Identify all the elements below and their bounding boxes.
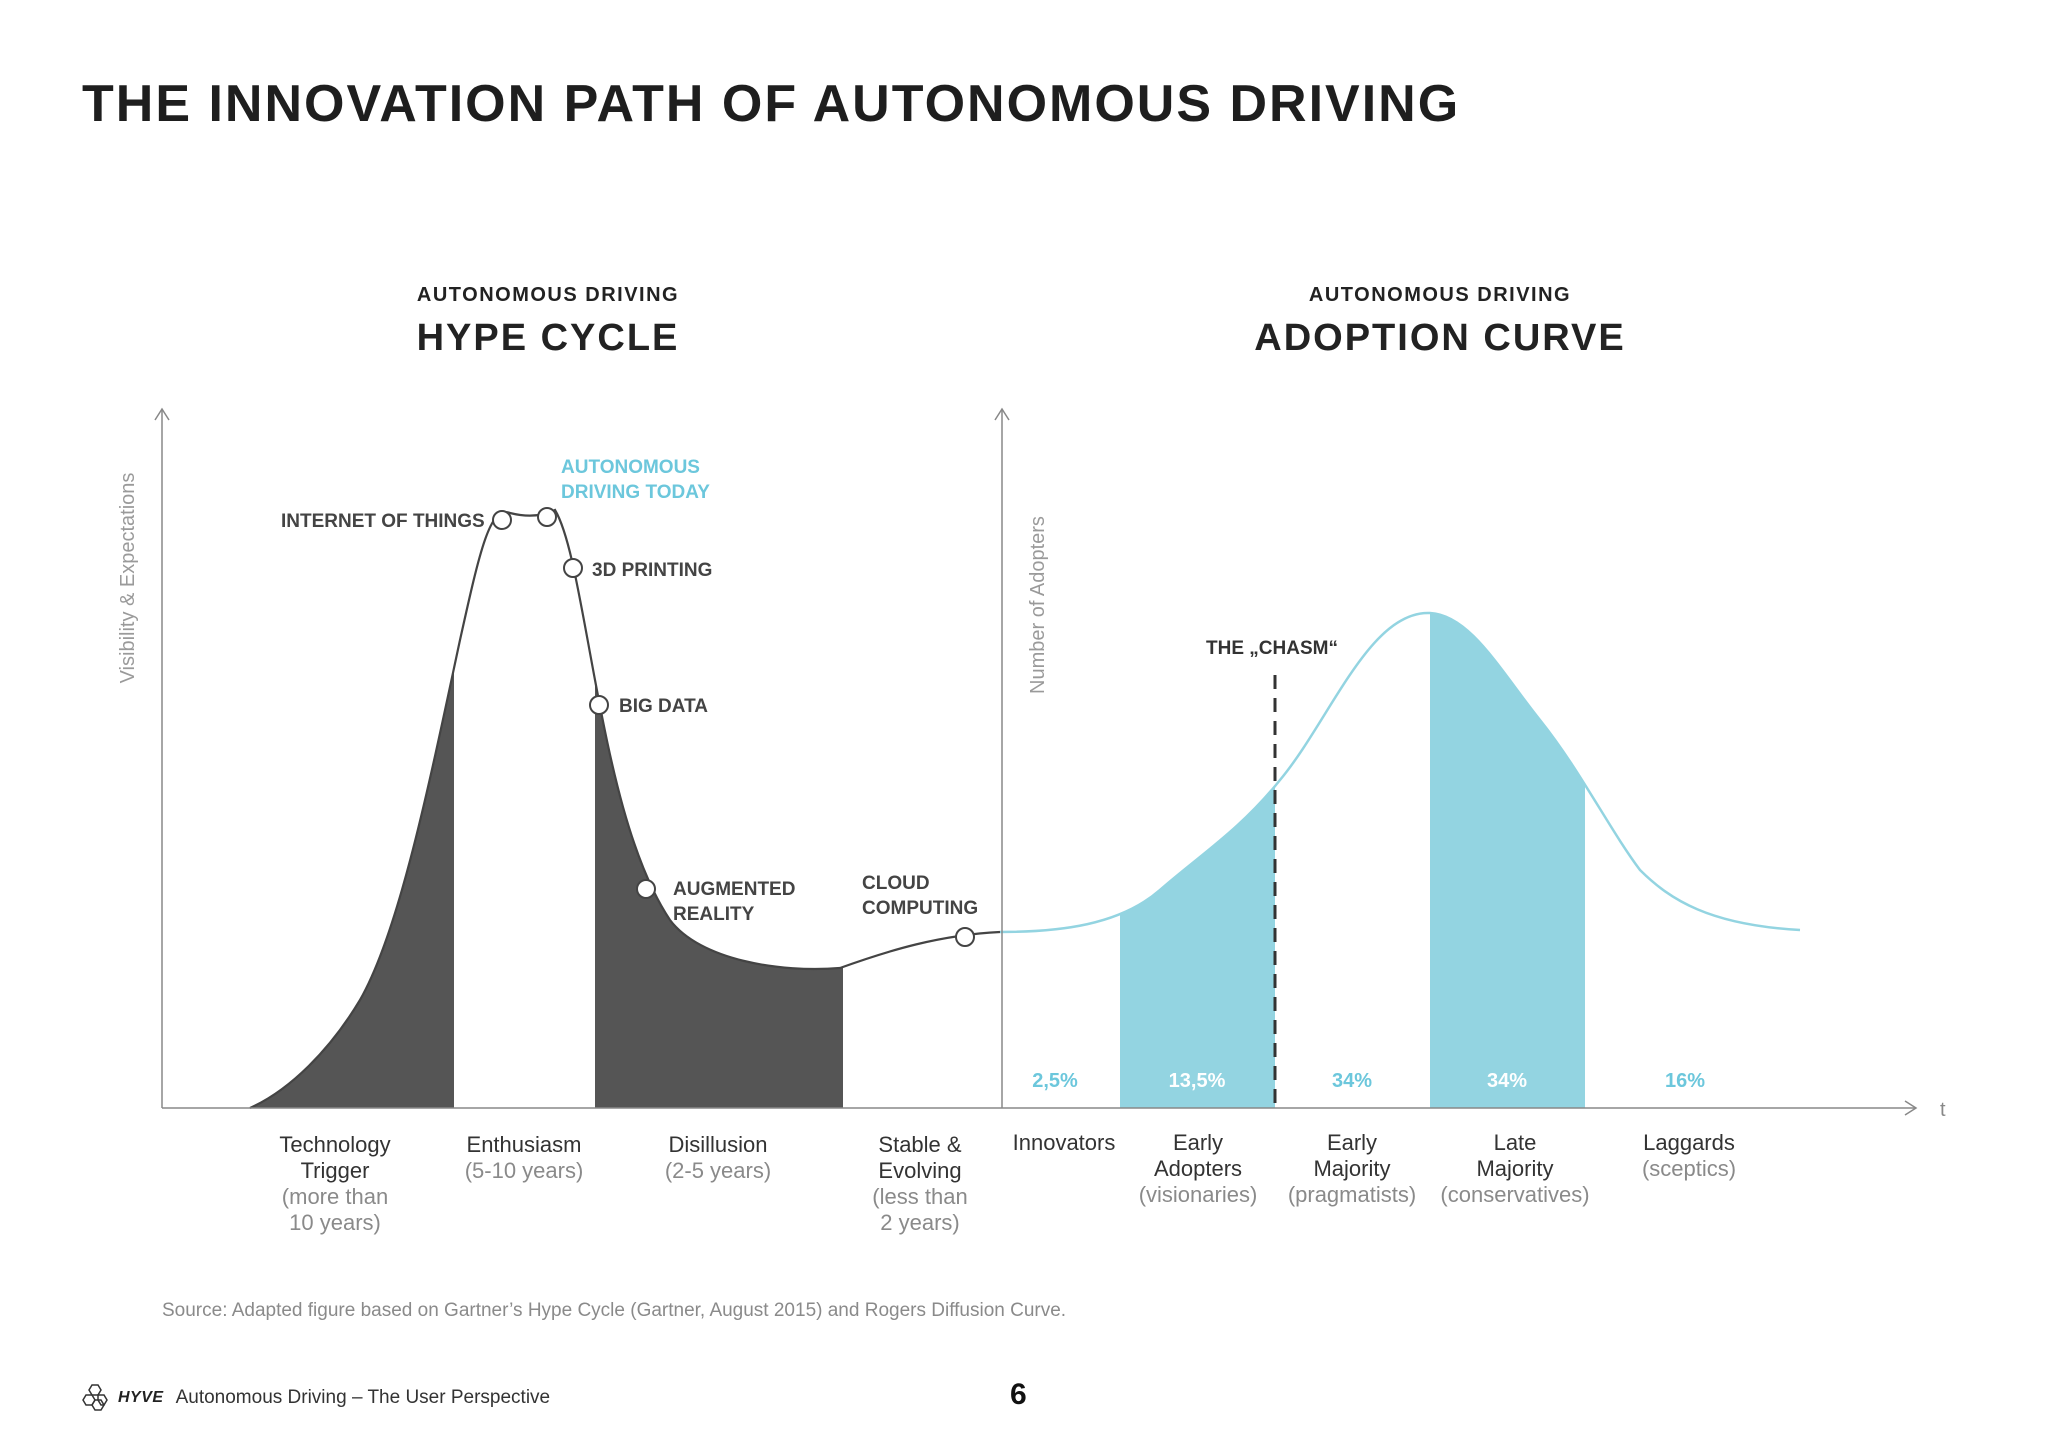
label-cloud-computing-line2: COMPUTING (862, 898, 978, 919)
late-majority-band (1430, 612, 1585, 1108)
hype-curve (249, 508, 1001, 1110)
label-augmented-reality-line2: REALITY (673, 904, 755, 925)
hyve-logo-icon (82, 1384, 108, 1411)
x-axis-arrow-icon (1904, 1100, 1918, 1116)
adoption-y-axis-arrow-icon (994, 407, 1010, 421)
segment-early-adopters-sub: (visionaries) (1139, 1182, 1258, 1207)
segment-early-adopters-line1: Early (1173, 1130, 1223, 1155)
phase-technology-trigger-line1: Technology (279, 1132, 390, 1157)
footer: HYVE Autonomous Driving – The User Persp… (80, 1380, 550, 1416)
label-cloud-computing-line1: CLOUD (862, 873, 930, 894)
label-augmented-reality-line1: AUGMENTED (673, 879, 795, 900)
adoption-curve-title: ADOPTION CURVE (1254, 317, 1626, 359)
phase-enthusiasm-sub1: (5-10 years) (465, 1158, 584, 1183)
hype-fill-bands (250, 510, 843, 1108)
segment-early-majority-line1: Early (1327, 1130, 1377, 1155)
x-axis-label: t (1940, 1099, 1946, 1121)
label-big-data: BIG DATA (619, 696, 708, 717)
footer-brand: HYVE (118, 1389, 164, 1406)
percent-early-adopters: 13,5% (1169, 1070, 1226, 1092)
marker-big-data (589, 695, 609, 715)
adoption-y-axis-label: Number of Adopters (1027, 516, 1049, 694)
segment-early-majority-line2: Majority (1313, 1156, 1390, 1181)
chasm-label: THE „CHASM“ (1206, 638, 1338, 659)
marker-augmented-reality (636, 879, 656, 899)
segment-late-majority-sub: (conservatives) (1440, 1182, 1589, 1207)
segment-late-majority-line2: Majority (1476, 1156, 1553, 1181)
marker-autonomous-driving (537, 507, 557, 527)
page-number: 6 (1010, 1378, 1027, 1411)
segment-early-majority-sub: (pragmatists) (1288, 1182, 1416, 1207)
adoption-curve-heading: AUTONOMOUS DRIVING ADOPTION CURVE (1160, 284, 1720, 360)
label-internet-of-things: INTERNET OF THINGS (281, 511, 485, 532)
label-autonomous-driving-line2: DRIVING TODAY (561, 482, 710, 503)
phase-stable-line2: Evolving (878, 1158, 961, 1183)
percent-innovators: 2,5% (1032, 1070, 1078, 1092)
percent-late-majority: 34% (1487, 1070, 1527, 1092)
segment-laggards-line1: Laggards (1643, 1130, 1735, 1155)
phase-technology-trigger-line2: Trigger (301, 1158, 370, 1183)
hype-y-axis-arrow-icon (154, 407, 170, 421)
percent-laggards: 16% (1665, 1070, 1705, 1092)
hype-cycle-heading: AUTONOMOUS DRIVING HYPE CYCLE (268, 284, 828, 360)
phase-stable-sub2: 2 years) (880, 1210, 959, 1235)
phase-disillusion-sub1: (2-5 years) (665, 1158, 771, 1183)
hype-markers (492, 507, 975, 947)
footer-text: Autonomous Driving – The User Perspectiv… (175, 1387, 551, 1408)
segment-late-majority-line1: Late (1494, 1130, 1537, 1155)
phase-stable-line1: Stable & (878, 1132, 961, 1157)
hype-y-axis-label: Visibility & Expectations (117, 473, 139, 684)
hype-phase-labels: Technology Trigger (more than 10 years) … (279, 1132, 967, 1235)
adoption-curve-subtitle: AUTONOMOUS DRIVING (1308, 284, 1572, 306)
label-3d-printing: 3D PRINTING (592, 560, 712, 581)
page-title: THE INNOVATION PATH OF AUTONOMOUS DRIVIN… (82, 75, 1461, 133)
adoption-segment-labels: Innovators Early Adopters (visionaries) … (1013, 1130, 1736, 1207)
disillusion-band (595, 510, 843, 1108)
phase-stable-sub1: (less than (872, 1184, 967, 1209)
hype-marker-labels: INTERNET OF THINGS AUTONOMOUS DRIVING TO… (281, 457, 978, 925)
segment-innovators-line1: Innovators (1013, 1130, 1116, 1155)
early-adopters-band (1120, 612, 1275, 1108)
marker-cloud-computing (955, 927, 975, 947)
adoption-curve (999, 611, 1801, 934)
adoption-fill-bands (1120, 612, 1585, 1108)
phase-enthusiasm-line1: Enthusiasm (467, 1132, 582, 1157)
phase-disillusion-line1: Disillusion (668, 1132, 767, 1157)
percent-early-majority: 34% (1332, 1070, 1372, 1092)
hype-cycle-subtitle: AUTONOMOUS DRIVING (416, 284, 680, 306)
marker-3d-printing (563, 558, 583, 578)
source-note: Source: Adapted figure based on Gartner’… (162, 1300, 1067, 1321)
label-autonomous-driving-line1: AUTONOMOUS (561, 457, 700, 478)
hype-cycle-title: HYPE CYCLE (416, 317, 680, 359)
segment-laggards-sub: (sceptics) (1642, 1156, 1736, 1181)
phase-technology-trigger-sub2: 10 years) (289, 1210, 381, 1235)
phase-technology-trigger-sub1: (more than (282, 1184, 388, 1209)
adoption-percent-labels: 2,5% 13,5% 34% 34% 16% (1032, 1070, 1705, 1092)
marker-internet-of-things (492, 510, 512, 530)
segment-early-adopters-line2: Adopters (1154, 1156, 1242, 1181)
technology-trigger-band (250, 510, 454, 1108)
